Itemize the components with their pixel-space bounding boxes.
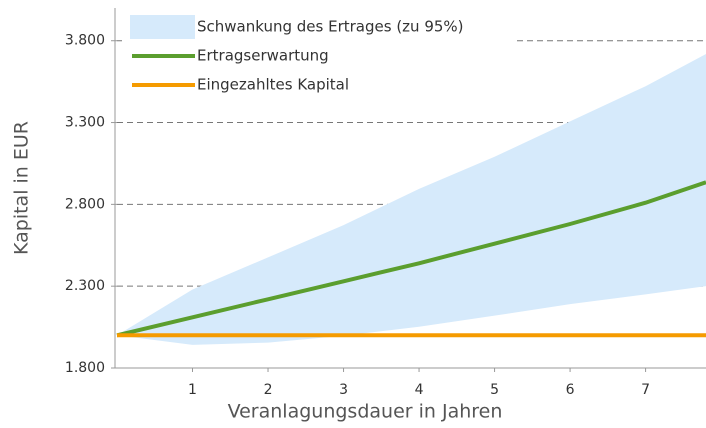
y-tick-label: 1.800 bbox=[65, 360, 105, 376]
y-tick-label: 3.800 bbox=[65, 33, 105, 49]
legend: Schwankung des Ertrages (zu 95%) Ertragse… bbox=[122, 12, 517, 104]
y-tick-label: 3.300 bbox=[65, 115, 105, 131]
x-axis-label: Veranlagungsdauer in Jahren bbox=[228, 401, 503, 423]
x-tick-label: 6 bbox=[566, 382, 575, 398]
x-tick-label: 2 bbox=[264, 382, 273, 398]
x-tick-label: 1 bbox=[188, 382, 197, 398]
y-tick-label: 2.800 bbox=[65, 196, 105, 212]
legend-label: Ertragserwartung bbox=[197, 47, 329, 65]
y-tick-label: 2.300 bbox=[65, 278, 105, 294]
x-tick-label: 5 bbox=[490, 382, 499, 398]
x-tick-label: 7 bbox=[641, 382, 650, 398]
confidence-band bbox=[117, 53, 706, 345]
legend-label: Schwankung des Ertrages (zu 95%) bbox=[197, 18, 464, 36]
x-tick-label: 4 bbox=[415, 382, 424, 398]
legend-swatch bbox=[130, 15, 195, 39]
y-axis-label: Kapital in EUR bbox=[11, 121, 33, 255]
x-tick-label: 3 bbox=[339, 382, 348, 398]
legend-label: Eingezahltes Kapital bbox=[197, 76, 349, 94]
line bbox=[116, 180, 706, 338]
